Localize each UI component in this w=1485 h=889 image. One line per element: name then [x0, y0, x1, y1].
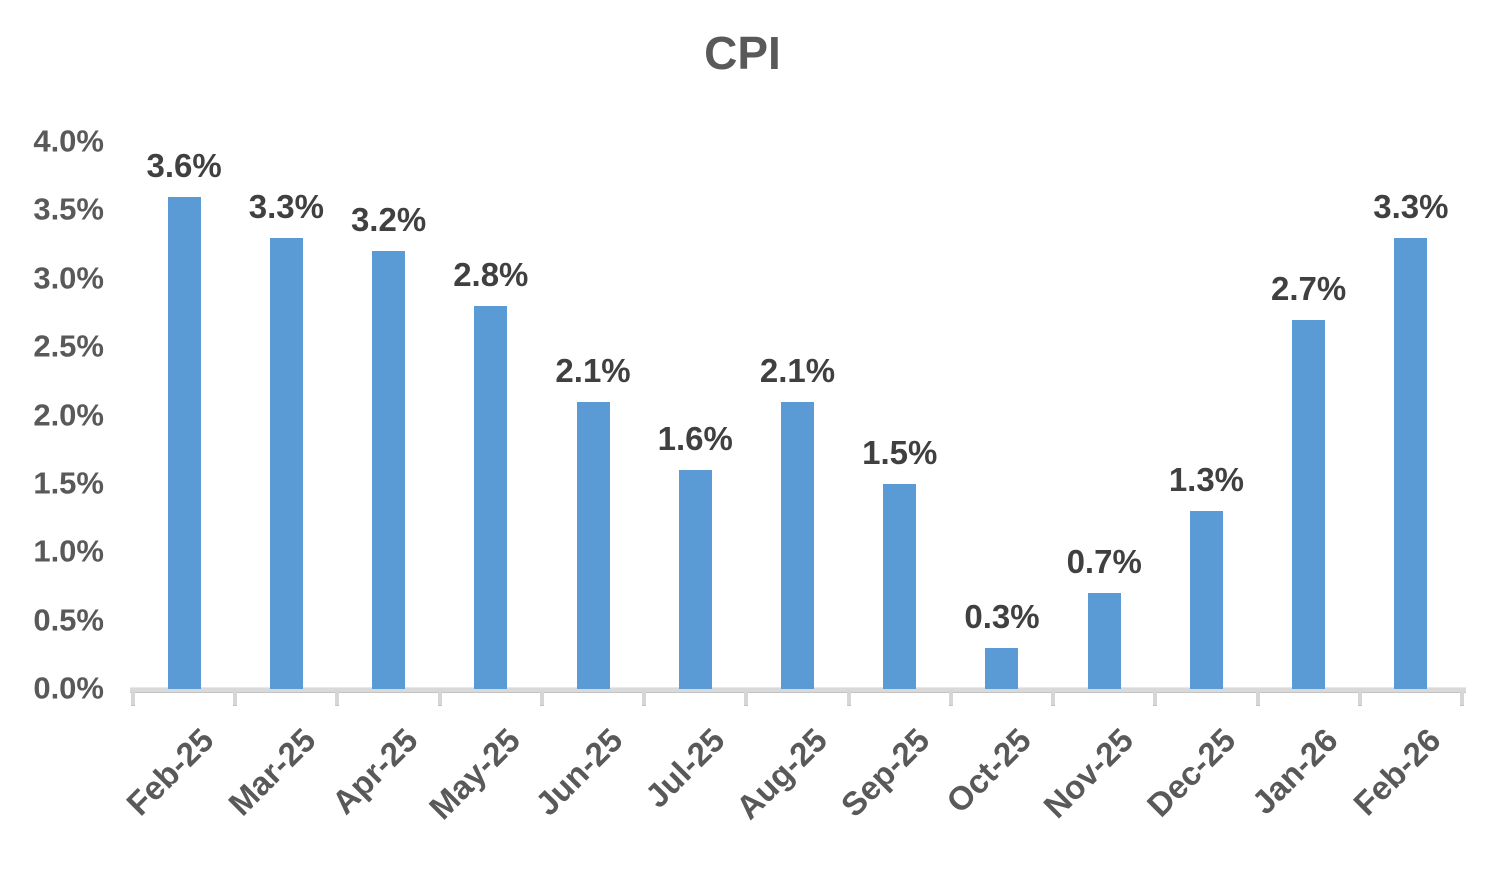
x-tick-label: Apr-25 — [324, 721, 425, 822]
bar — [1189, 511, 1223, 689]
bar — [781, 401, 814, 689]
bar-value-label: 3.2% — [350, 201, 427, 239]
bar-value-label: 1.6% — [657, 420, 733, 458]
axis-tick-mark — [539, 690, 544, 706]
axis-tick-mark — [131, 690, 135, 706]
bar-value-label: 2.1% — [555, 351, 631, 389]
bar — [883, 483, 917, 689]
y-tick-label: 1.0% — [33, 533, 104, 569]
x-tick-label: Jun-25 — [527, 721, 630, 823]
axis-tick-mark — [1460, 690, 1464, 706]
axis-tick-mark — [437, 690, 442, 706]
y-tick-label: 0.5% — [33, 601, 104, 637]
axis-tick-mark — [948, 690, 953, 706]
x-tick-label: Oct-25 — [939, 721, 1039, 820]
axis-tick-mark — [233, 690, 238, 706]
chart-title: CPI — [704, 27, 781, 79]
bar-value-label: 1.3% — [1168, 461, 1245, 499]
bar-value-label: 0.7% — [1066, 543, 1142, 581]
bar-value-label: 2.8% — [453, 256, 529, 294]
bar — [167, 196, 201, 689]
axis-tick-mark — [1255, 690, 1260, 706]
bar-value-label: 1.5% — [862, 433, 938, 471]
x-tick-label: Feb-26 — [1345, 721, 1448, 823]
x-tick-label: Jul-25 — [637, 721, 732, 815]
bar-value-label: 2.7% — [1271, 269, 1347, 307]
axis-tick-mark — [846, 690, 851, 706]
bar — [1394, 237, 1428, 689]
x-tick-label: Jan-26 — [1244, 721, 1345, 822]
x-tick-label: Mar-25 — [221, 721, 323, 823]
axis-tick-mark — [744, 690, 749, 706]
y-tick-label: 4.0% — [33, 123, 104, 159]
bar — [1292, 319, 1326, 689]
y-tick-label: 2.5% — [33, 328, 104, 364]
y-tick-label: 3.5% — [33, 191, 104, 227]
x-tick-label: Dec-25 — [1139, 721, 1243, 824]
bar — [372, 251, 406, 689]
axis-tick-mark — [1051, 690, 1056, 706]
bar — [474, 306, 508, 689]
bar — [576, 401, 610, 689]
x-tick-label: May-25 — [421, 721, 527, 827]
bar — [678, 470, 712, 689]
y-tick-label: 1.5% — [33, 465, 104, 501]
axis-tick-mark — [1357, 690, 1362, 706]
axis-tick-mark — [335, 690, 340, 706]
bar — [1087, 593, 1121, 689]
axis-tick-mark — [1153, 690, 1158, 706]
bar — [985, 647, 1019, 689]
x-tick-label: Feb-25 — [118, 721, 221, 823]
x-tick-label: Nov-25 — [1036, 721, 1141, 825]
bar-value-label: 3.6% — [146, 146, 222, 184]
bar-value-label: 0.3% — [964, 597, 1040, 635]
bar-value-label: 3.3% — [248, 187, 324, 225]
axis-tick-mark — [642, 690, 647, 706]
bar-value-label: 3.3% — [1373, 187, 1449, 225]
y-tick-label: 0.0% — [33, 670, 104, 706]
bar-value-label: 2.1% — [759, 351, 836, 389]
bar — [269, 237, 303, 689]
x-tick-label: Sep-25 — [833, 721, 936, 824]
y-tick-label: 3.0% — [33, 260, 104, 296]
y-tick-label: 2.0% — [33, 396, 104, 432]
x-tick-label: Aug-25 — [728, 721, 834, 827]
